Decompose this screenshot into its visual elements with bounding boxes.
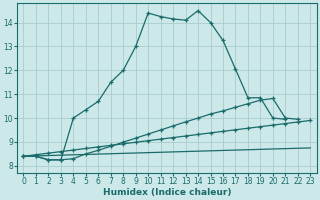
- X-axis label: Humidex (Indice chaleur): Humidex (Indice chaleur): [103, 188, 231, 197]
